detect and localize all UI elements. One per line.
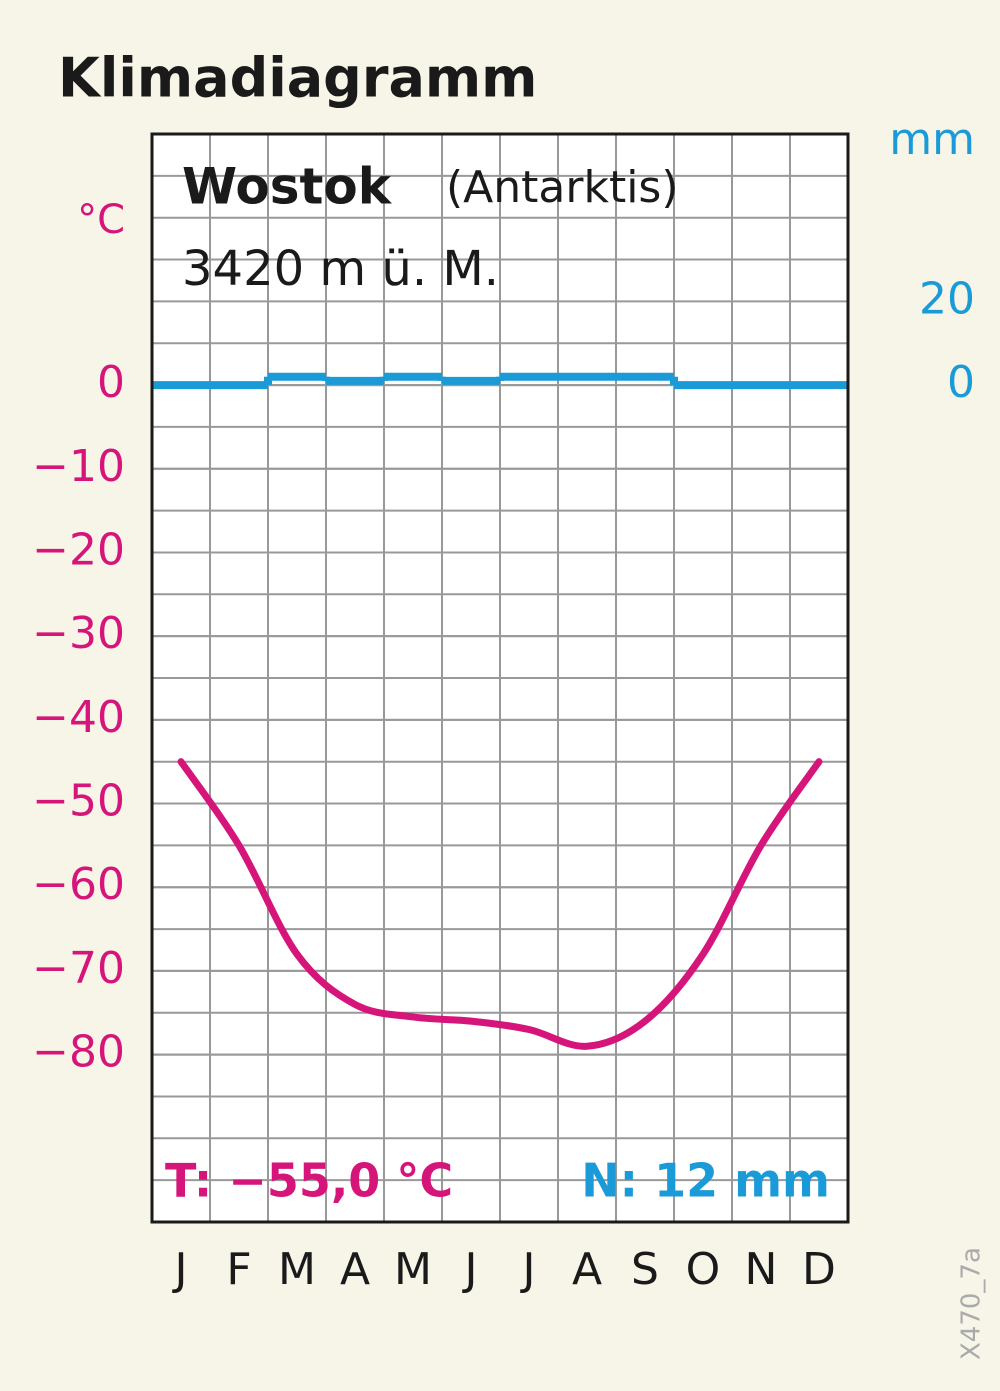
elevation: 3420 m ü. M. [182,241,499,297]
temperature-line [177,758,823,1050]
chart-title: Klimadiagramm [58,47,537,110]
y-tick-label: −20 [32,524,125,575]
y2-tick-label: 0 [947,357,975,408]
x-tick-label: J [520,1244,536,1295]
temperature-summary: T: −55,0 °C [165,1154,453,1208]
region: (Antarktis) [446,162,679,213]
y2-tick-label: 20 [919,273,975,324]
y2-axis-label: mm [889,114,975,165]
y-tick-label: −60 [32,859,125,910]
image-code: X470_7a [957,1247,987,1360]
y-tick-label: −30 [32,608,125,659]
station: Wostok [182,158,393,216]
x-tick-label: M [278,1244,316,1295]
y-tick-label: 0 [97,357,125,408]
x-tick-label: O [686,1244,721,1295]
x-tick-label: J [172,1244,188,1295]
y-tick-label: −80 [32,1027,125,1078]
x-tick-label: A [572,1244,602,1295]
x-tick-label: S [631,1244,659,1295]
x-tick-label: A [340,1244,370,1295]
x-tick-label: M [394,1244,432,1295]
x-tick-label: D [802,1244,836,1295]
precipitation-summary: N: 12 mm [581,1154,830,1208]
y-tick-label: −70 [32,943,125,994]
plot-frame [150,132,850,1224]
x-tick-label: N [745,1244,778,1295]
x-tick-label: J [462,1244,478,1295]
y-axis-label: °C [77,197,125,243]
y-tick-label: −10 [32,441,125,492]
x-tick-label: F [226,1244,251,1295]
y-tick-label: −40 [32,692,125,743]
y-tick-label: −50 [32,776,125,827]
